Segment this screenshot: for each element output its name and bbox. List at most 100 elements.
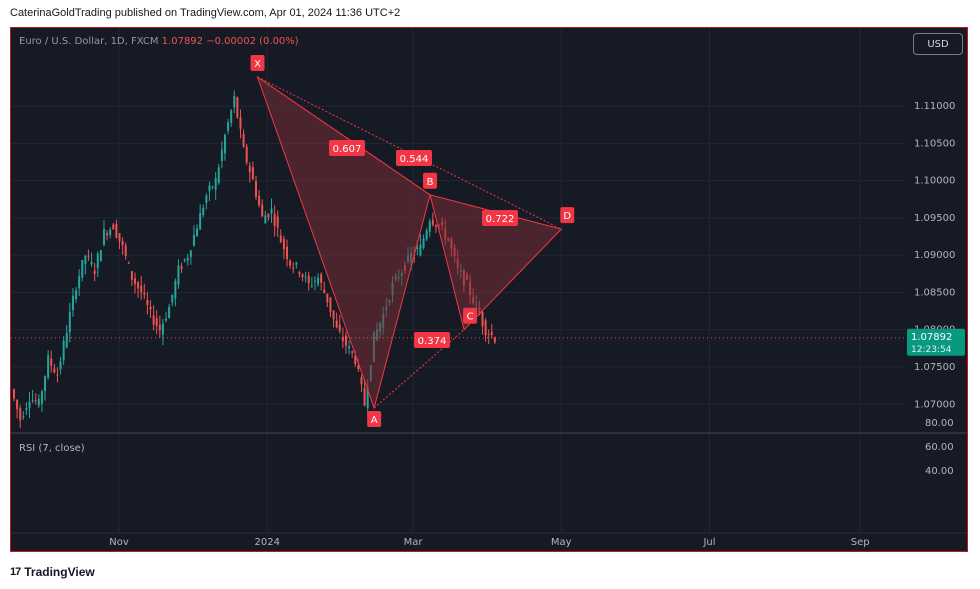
time-axis-label: Sep (851, 537, 870, 548)
candle-body (292, 267, 295, 269)
candle-body (155, 318, 158, 326)
candle-body (112, 224, 115, 230)
candle-body (279, 235, 282, 243)
price-axis-label: 1.11000 (914, 101, 955, 112)
candle-body (286, 246, 289, 260)
candle-body (419, 244, 422, 256)
candle-body (137, 282, 140, 289)
candle-body (233, 95, 236, 108)
candle-body (183, 259, 186, 261)
candle-body (130, 271, 133, 280)
rsi-legend: RSI (7, close) (19, 443, 85, 454)
candle-body (282, 238, 285, 250)
candle-body (431, 219, 434, 225)
pattern-point-label: A (371, 415, 378, 426)
footer-brand: TradingView (24, 565, 95, 579)
price-axis-label: 1.10500 (914, 138, 955, 149)
pattern-point-label: B (427, 177, 434, 188)
candle-body (90, 261, 93, 265)
chart-canvas[interactable]: XABCD0.6070.5440.7220.3741.110001.105001… (11, 28, 968, 552)
ratio-label-box (329, 140, 365, 156)
candle-body (196, 228, 199, 237)
candle-body (422, 238, 425, 249)
candle-body (428, 221, 431, 232)
candle-body (199, 212, 202, 230)
candle-body (255, 181, 257, 197)
candle-body (44, 376, 47, 392)
candle-body (211, 186, 214, 188)
last-price-countdown: 12:23:54 (911, 345, 952, 355)
price-axis-label: 1.07500 (914, 362, 955, 373)
candle-body (298, 272, 301, 275)
candle-body (434, 225, 437, 227)
candle-body (180, 266, 183, 269)
candles (13, 90, 496, 429)
time-axis-label: Nov (109, 537, 129, 548)
candle-body (217, 167, 220, 184)
candle-body (344, 335, 347, 346)
candle-body (273, 214, 276, 226)
candle-body (146, 299, 149, 306)
candle-body (192, 234, 195, 246)
candle-body (31, 399, 34, 402)
candle-body (307, 275, 310, 284)
candle-body (149, 306, 152, 310)
currency-button[interactable]: USD (913, 33, 963, 55)
candle-body (56, 374, 59, 376)
pattern-point-marker (560, 207, 575, 224)
ratio-label-box (482, 210, 518, 226)
candle-body (87, 255, 90, 257)
rsi-axis: 80.00 60.00 40.00 (925, 418, 954, 477)
candle-body (338, 324, 341, 332)
candle-body (84, 255, 87, 265)
candle-body (301, 274, 304, 277)
candle-body (320, 274, 323, 283)
time-axis-label: Mar (404, 537, 424, 548)
candle-body (484, 320, 487, 336)
ratio-label-box (414, 332, 450, 348)
candle-body (13, 389, 15, 399)
candle-body (134, 278, 136, 284)
rsi-axis-label: 60.00 (925, 442, 954, 453)
candle-body (270, 208, 273, 214)
candle-body (22, 416, 25, 418)
price-axis-label: 1.07000 (914, 399, 955, 410)
candle-body (261, 204, 264, 217)
candle-body (223, 134, 226, 154)
candle-body (124, 245, 127, 257)
price-axis-label: 1.08500 (914, 287, 955, 298)
chart-frame[interactable]: X A B C D 0.607 0.544 0.722 0.374 1.11000 1.10500 1… (10, 27, 968, 552)
candle-body (19, 408, 22, 421)
candle-body (208, 185, 211, 192)
candle-body (248, 165, 251, 173)
candle-body (493, 337, 496, 343)
candle-body (276, 216, 279, 228)
candle-body (323, 289, 326, 293)
candle-body (140, 285, 143, 293)
candle-body (227, 122, 230, 131)
candle-body (37, 398, 40, 406)
candle-body (50, 358, 53, 366)
tradingview-logo-icon: 17 (10, 566, 21, 578)
time-axis: Nov 2024 Mar May Jul Sep (109, 537, 869, 548)
candle-body (47, 355, 50, 378)
candle-body (40, 391, 43, 404)
pattern-point-label: D (563, 211, 571, 222)
candle-body (351, 351, 354, 354)
publish-line: CaterinaGoldTrading published on Trading… (10, 7, 401, 19)
candle-body (329, 297, 332, 312)
candle-body (152, 315, 155, 325)
candle-body (487, 333, 490, 335)
pattern-line-xb (257, 76, 431, 196)
candle-body (258, 195, 261, 206)
candle-body (205, 195, 208, 203)
candle-body (71, 295, 74, 311)
candle-body (118, 233, 121, 242)
candle-body (81, 260, 84, 278)
candle-body (313, 280, 316, 282)
time-axis-label: 2024 (255, 537, 280, 548)
rsi-line (13, 460, 497, 506)
price-axis-label: 1.09000 (914, 250, 955, 261)
candle-body (416, 247, 419, 249)
candle-body (220, 149, 223, 162)
